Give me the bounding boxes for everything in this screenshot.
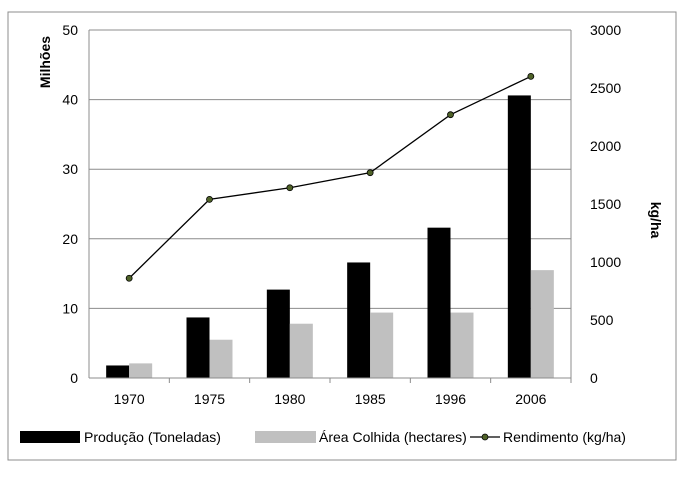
rendimento-point	[286, 184, 294, 192]
producao-bar	[106, 365, 130, 378]
x-tick-label: 1970	[114, 391, 145, 407]
rendimento-point	[366, 169, 374, 177]
legend-producao-label: Produção (Toneladas)	[84, 429, 221, 445]
area-colhida-bar	[530, 270, 554, 378]
area-colhida-bar	[129, 363, 153, 378]
chart-frame	[7, 11, 677, 461]
line-series	[125, 73, 535, 282]
rendimento-point	[527, 73, 535, 80]
right-tick-label: 2000	[590, 138, 621, 154]
left-tick-label: 10	[62, 300, 78, 316]
legend-rendimento-label: Rendimento (kg/ha)	[503, 429, 626, 445]
right-tick-label: 0	[590, 370, 598, 386]
axis-labels: Milhões kg/ha	[37, 36, 664, 239]
bars	[106, 95, 554, 378]
left-tick-label: 50	[62, 22, 78, 38]
x-tick-label: 1980	[274, 391, 305, 407]
producao-bar	[347, 262, 371, 378]
right-tick-label: 3000	[590, 22, 621, 38]
rendimento-point	[447, 111, 454, 119]
right-tick-label: 1000	[590, 254, 621, 270]
y-axis-title: Milhões	[37, 36, 53, 88]
area-colhida-bar	[450, 312, 474, 378]
producao-bar	[507, 95, 531, 378]
x-tick-label: 1996	[435, 391, 466, 407]
producao-bar	[186, 317, 210, 378]
legend: Produção (Toneladas) Área Colhida (hectar…	[20, 429, 626, 445]
x-tick-label: 1985	[355, 391, 386, 407]
producao-bar	[266, 289, 290, 378]
area-colhida-bar	[370, 312, 394, 378]
right-tick-label: 500	[590, 312, 614, 328]
legend-area-label: Área Colhida (hectares)	[319, 429, 467, 445]
left-tick-label: 30	[62, 161, 78, 177]
y2-axis-title: kg/ha	[648, 202, 664, 239]
left-tick-label: 0	[70, 370, 78, 386]
rendimento-point	[206, 195, 213, 203]
right-tick-label: 1500	[590, 196, 621, 212]
legend-producao-swatch	[20, 431, 80, 443]
area-colhida-bar	[209, 339, 233, 378]
right-tick-label: 2500	[590, 80, 621, 96]
legend-rendimento-marker	[481, 433, 489, 441]
producao-bar	[427, 227, 451, 378]
area-colhida-bar	[289, 323, 313, 378]
left-tick-label: 20	[62, 231, 78, 247]
legend-area-swatch	[255, 431, 316, 443]
x-tick-label: 2006	[515, 391, 546, 407]
left-tick-label: 40	[62, 92, 78, 108]
x-tick-label: 1975	[194, 391, 225, 407]
rendimento-line	[128, 75, 532, 279]
rendimento-point	[125, 274, 133, 282]
